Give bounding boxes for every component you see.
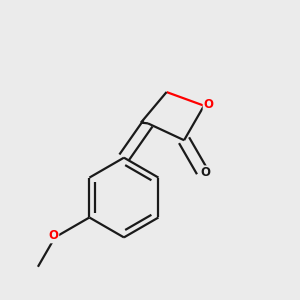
Text: O: O (201, 166, 211, 179)
Text: O: O (204, 98, 214, 111)
Text: O: O (48, 230, 58, 242)
